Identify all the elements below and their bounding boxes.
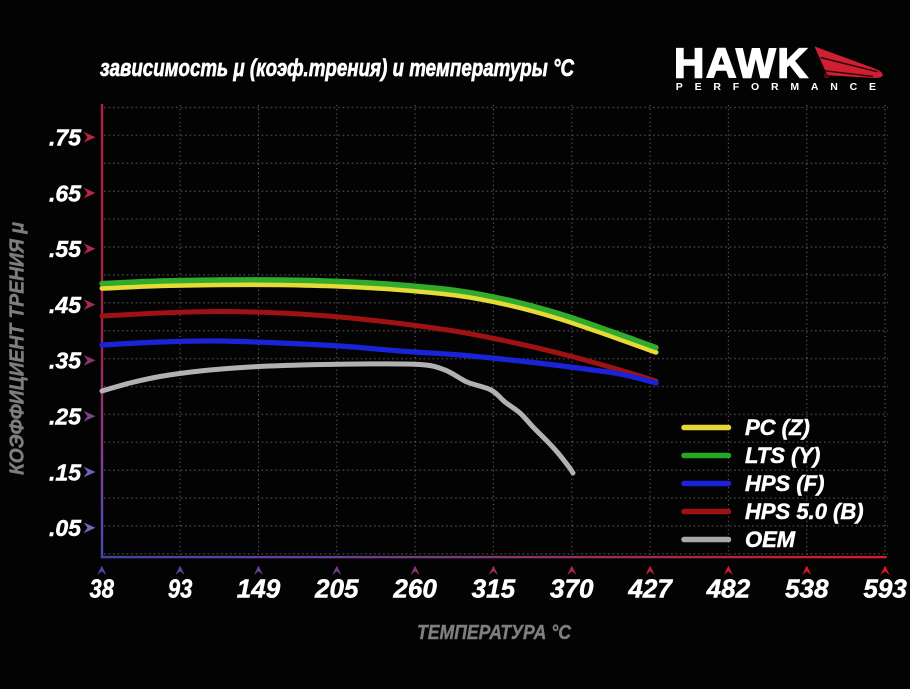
svg-text:315: 315 (472, 574, 516, 604)
svg-text:HPS (F): HPS (F) (745, 471, 824, 496)
svg-text:38: 38 (90, 574, 115, 604)
svg-text:PC (Z): PC (Z) (745, 415, 810, 440)
svg-text:538: 538 (785, 574, 829, 604)
svg-text:205: 205 (314, 574, 359, 604)
svg-text:370: 370 (550, 574, 594, 604)
svg-text:93: 93 (168, 574, 193, 604)
svg-text:482: 482 (706, 574, 751, 604)
svg-text:.55: .55 (49, 236, 82, 262)
svg-text:260: 260 (392, 574, 437, 604)
svg-text:427: 427 (627, 574, 673, 604)
svg-text:LTS (Y): LTS (Y) (745, 443, 820, 468)
svg-text:HAWK: HAWK (674, 40, 810, 87)
svg-text:HPS 5.0 (B): HPS 5.0 (B) (745, 499, 864, 524)
svg-text:ТЕМПЕРАТУРА °C: ТЕМПЕРАТУРА °C (417, 622, 571, 644)
svg-text:.75: .75 (49, 125, 82, 151)
svg-text:149: 149 (237, 574, 281, 604)
svg-text:зависимость μ (коэф.трения) и: зависимость μ (коэф.трения) и температур… (100, 55, 575, 82)
svg-text:.35: .35 (49, 348, 82, 374)
svg-text:.45: .45 (49, 292, 82, 318)
svg-text:PERFORMANCE: PERFORMANCE (676, 81, 888, 93)
svg-text:593: 593 (863, 574, 907, 604)
svg-text:КОЭФФИЦИЕНТ ТРЕНИЯ μ: КОЭФФИЦИЕНТ ТРЕНИЯ μ (7, 222, 29, 475)
svg-text:.05: .05 (49, 515, 82, 541)
svg-text:OEM: OEM (745, 527, 796, 552)
svg-text:.15: .15 (49, 459, 82, 485)
svg-text:.65: .65 (49, 180, 82, 206)
svg-text:.25: .25 (49, 404, 82, 430)
